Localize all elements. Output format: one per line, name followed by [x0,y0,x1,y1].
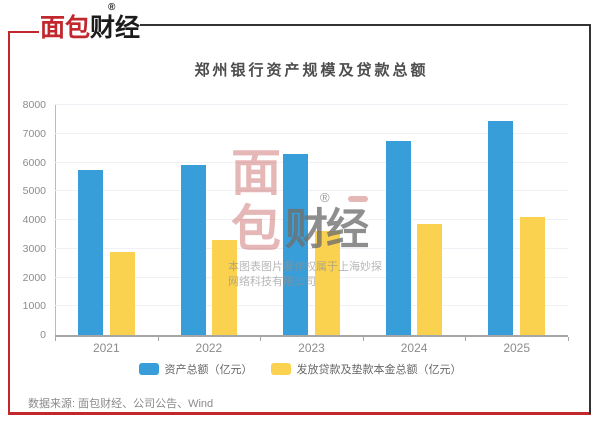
gridline-6000 [55,161,568,163]
bar-loans-2024 [417,224,443,335]
legend-label-loans: 发放贷款及垫款本金总额（亿元） [296,364,462,376]
gridline-1000 [55,305,568,307]
x-axis-tick [362,337,364,341]
y-tick-label-7000: 7000 [22,127,46,140]
brand-logo: 面包 财经 [40,10,140,46]
y-tick-label-3000: 3000 [22,242,46,255]
brand-logo-dark-text: 财经 [90,14,141,42]
gridline-4000 [55,219,568,220]
x-axis-tick [260,337,262,341]
bar-assets-2022 [180,165,206,335]
legend-item-loans: 发放贷款及垫款本金总额（亿元） [270,361,462,377]
frame-bottom-red-line [8,412,591,415]
x-tick-label-2022: 2022 [195,341,223,355]
chart-title: 郑州银行资产规模及贷款总额 [194,62,429,79]
y-tick-label-4000: 4000 [22,214,46,226]
y-tick-label-0: 0 [40,329,46,341]
x-axis-tick [55,337,56,341]
y-tick-label-8000: 8000 [22,99,46,111]
x-tick-label-2021: 2021 [92,341,120,355]
y-axis-line [55,105,56,340]
legend-label-assets: 资产总额（亿元） [164,364,253,376]
gridline-2000 [55,276,568,278]
bar-loans-2023 [314,230,340,335]
bar-assets-2021 [78,169,103,335]
x-axis-line [55,335,568,337]
frame-right-dark-line [589,24,591,414]
chart-legend: 资产总额（亿元） 发放贷款及垫款本金总额（亿元） [0,361,600,377]
x-tick-label-2023: 2023 [298,341,325,355]
legend-swatch-loans [270,363,291,375]
y-tick-label-6000: 6000 [22,156,46,169]
bar-loans-2025 [520,217,545,335]
frame-top-left-red-segment [8,31,39,33]
y-tick-label-5000: 5000 [22,185,46,198]
plot-area [55,104,568,335]
legend-item-assets: 资产总额（亿元） [138,361,253,377]
bar-assets-2024 [385,140,411,335]
x-axis-tick [157,337,159,341]
frame-left-red-line [8,31,10,415]
registered-trademark-icon: ® [108,2,116,13]
x-axis-tick [465,337,467,341]
legend-swatch-assets [138,363,159,375]
x-tick-label-2025: 2025 [503,341,531,355]
gridline-3000 [55,247,568,249]
y-tick-label-2000: 2000 [22,271,46,284]
bar-loans-2021 [109,251,135,335]
gridline-8000 [55,104,568,105]
gridline-7000 [55,132,568,134]
x-tick-label-2024: 2024 [400,341,428,355]
bar-assets-2025 [488,121,514,335]
data-source-note: 数据来源: 面包财经、公司公告、Wind [28,398,214,410]
bar-assets-2023 [283,153,309,335]
y-tick-label-1000: 1000 [22,300,46,313]
x-axis-tick [568,337,569,341]
gridline-5000 [55,190,568,192]
brand-logo-red-text: 面包 [40,14,91,42]
frame-top-dark-line [140,24,590,26]
bar-loans-2022 [212,239,238,335]
